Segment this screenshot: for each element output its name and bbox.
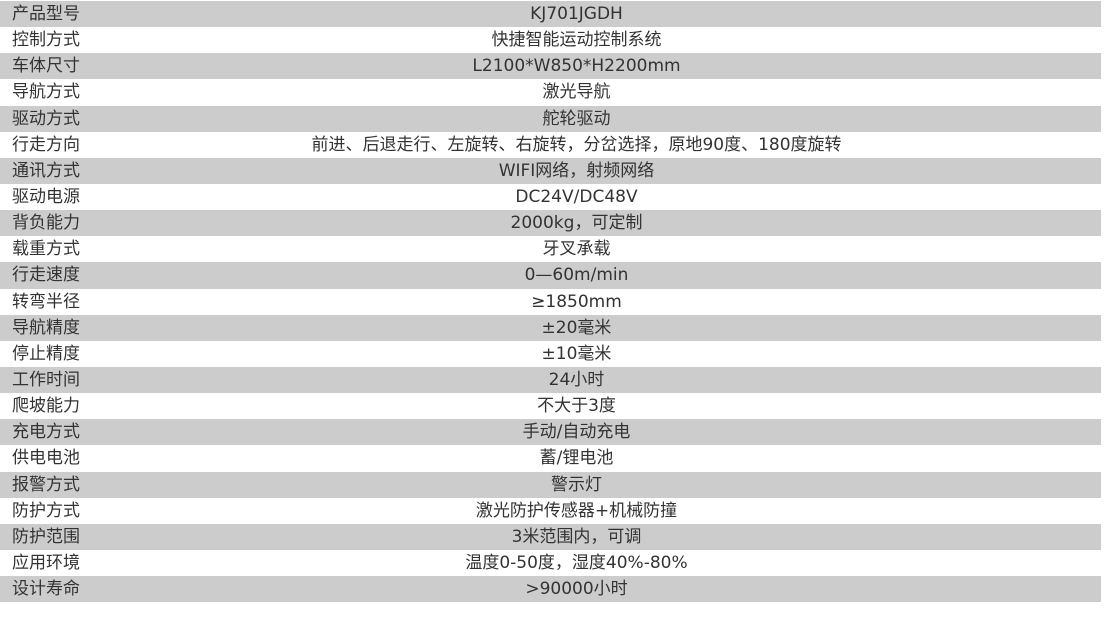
spec-label: 载重方式: [12, 239, 80, 260]
spec-value: 蓄/锂电池: [539, 448, 614, 469]
table-row: 充电方式 手动/自动充电: [0, 419, 1101, 446]
spec-value: 0—60m/min: [524, 265, 629, 286]
table-row: 防护方式 激光防护传感器+机械防撞: [0, 497, 1101, 524]
table-row: 通讯方式 WIFI网络，射频网络: [0, 157, 1101, 184]
spec-value: 快捷智能运动控制系统: [491, 30, 662, 51]
table-row: 背负能力 2000kg，可定制: [0, 210, 1101, 237]
spec-label: 报警方式: [12, 474, 80, 495]
spec-label: 停止精度: [12, 343, 80, 364]
spec-value: 牙叉承载: [542, 239, 611, 260]
spec-value: 舵轮驱动: [542, 108, 611, 129]
table-row: 车体尺寸 L2100*W850*H2200mm: [0, 53, 1101, 80]
spec-label: 充电方式: [12, 422, 80, 443]
table-row: 应用环境 温度0-50度，湿度40%-80%: [0, 549, 1101, 577]
spec-value: ±20毫米: [541, 317, 612, 338]
spec-value: 2000kg，可定制: [510, 213, 643, 234]
spec-value: WIFI网络，射频网络: [498, 160, 655, 181]
spec-label: 背负能力: [12, 213, 80, 234]
spec-label: 行走速度: [12, 265, 80, 286]
spec-value: 前进、后退走行、左旋转、右旋转，分岔选择，原地90度、180度旋转: [311, 134, 842, 155]
spec-label: 爬坡能力: [12, 396, 80, 417]
table-row: 供电电池 蓄/锂电池: [0, 445, 1101, 472]
table-row: 报警方式 警示灯: [0, 471, 1101, 498]
spec-label: 产品型号: [12, 4, 80, 25]
spec-label: 通讯方式: [12, 160, 80, 181]
table-row: 设计寿命 >90000小时: [0, 576, 1101, 603]
spec-label: 工作时间: [12, 370, 80, 391]
spec-value: 24小时: [548, 370, 605, 391]
spec-value: 激光导航: [542, 82, 611, 103]
spec-label: 车体尺寸: [12, 56, 80, 77]
table-row: 导航精度 ±20毫米: [0, 314, 1101, 341]
spec-label: 行走方向: [12, 134, 80, 155]
table-row: 停止精度 ±10毫米: [0, 340, 1101, 367]
spec-value: >90000小时: [525, 579, 628, 600]
table-row: 防护范围 3米范围内，可调: [0, 523, 1101, 550]
table-row: 转弯半径 ≥1850mm: [0, 288, 1101, 315]
table-row: 行走方向 前进、后退走行、左旋转、右旋转，分岔选择，原地90度、180度旋转: [0, 131, 1101, 158]
spec-value: 不大于3度: [537, 396, 616, 417]
spec-label: 导航精度: [12, 317, 80, 338]
spec-value: ±10毫米: [541, 343, 612, 364]
spec-value: 警示灯: [551, 474, 602, 495]
table-row: 驱动电源 DC24V/DC48V: [0, 183, 1101, 211]
spec-label: 驱动方式: [12, 108, 80, 129]
spec-value: 温度0-50度，湿度40%-80%: [465, 553, 688, 574]
spec-value: 手动/自动充电: [522, 422, 631, 443]
spec-label: 设计寿命: [12, 579, 80, 600]
spec-value: L2100*W850*H2200mm: [472, 56, 681, 77]
spec-label: 驱动电源: [12, 187, 80, 208]
table-row: 产品型号 KJ701JGDH: [0, 1, 1101, 28]
spec-label: 供电电池: [12, 448, 80, 469]
spec-table-body: 产品型号 KJ701JGDH 控制方式 快捷智能运动控制系统车体尺寸 L2100*W85…: [0, 1, 1101, 603]
spec-value: 3米范围内，可调: [511, 526, 642, 547]
table-row: 载重方式 牙叉承载: [0, 236, 1101, 263]
spec-label: 应用环境: [12, 553, 80, 574]
table-row: 控制方式 快捷智能运动控制系统: [0, 27, 1101, 54]
spec-label: 防护范围: [12, 526, 80, 547]
table-row: 导航方式 激光导航: [0, 79, 1101, 106]
table-row: 行走速度 0—60m/min: [0, 262, 1101, 289]
spec-label: 导航方式: [12, 82, 80, 103]
table-row: 爬坡能力 不大于3度: [0, 393, 1101, 420]
table-row: 驱动方式 舵轮驱动: [0, 105, 1101, 132]
spec-value: KJ701JGDH: [530, 4, 623, 25]
table-row: 工作时间 24小时: [0, 366, 1101, 394]
spec-label: 转弯半径: [12, 291, 80, 312]
spec-value: DC24V/DC48V: [515, 187, 638, 208]
spec-value: ≥1850mm: [531, 291, 622, 312]
spec-label: 控制方式: [12, 30, 80, 51]
spec-label: 防护方式: [12, 500, 80, 521]
spec-value: 激光防护传感器+机械防撞: [475, 500, 678, 521]
spec-table: 产品型号 KJ701JGDH 控制方式 快捷智能运动控制系统车体尺寸 L2100*W85…: [0, 1, 1101, 603]
